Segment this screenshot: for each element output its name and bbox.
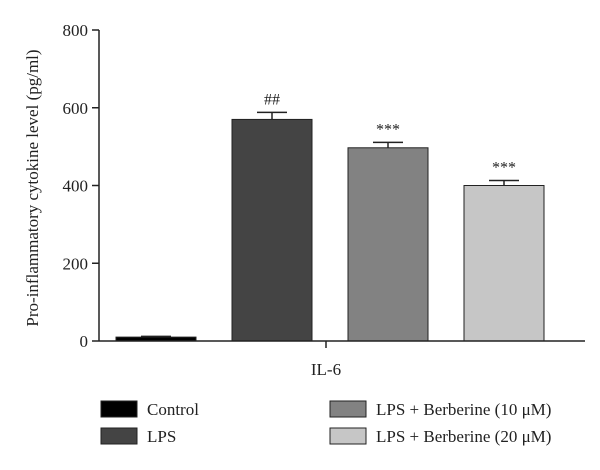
y-axis-title: Pro-inflammatory cytokine level (pg/ml) — [23, 49, 42, 326]
legend-label: LPS + Berberine (20 μM) — [376, 427, 551, 446]
legend: Control LPS LPS + Berberine (10 μM) LPS + B… — [100, 400, 551, 446]
y-axis: 0 200 400 600 800 — [63, 21, 100, 351]
y-tick-label: 800 — [63, 21, 89, 40]
x-axis-title: IL-6 — [311, 360, 341, 379]
significance-label: *** — [492, 159, 516, 176]
bar-4 — [463, 185, 545, 342]
y-tick-label: 0 — [80, 332, 89, 351]
y-tick-label: 400 — [63, 177, 89, 196]
bar-3 — [347, 147, 429, 342]
x-axis — [99, 340, 585, 348]
legend-swatch — [329, 427, 367, 445]
legend-label: LPS — [147, 427, 176, 446]
legend-label: Control — [147, 400, 199, 419]
legend-swatch — [329, 400, 367, 418]
y-tick-label: 200 — [63, 254, 89, 273]
legend-label: LPS + Berberine (10 μM) — [376, 400, 551, 419]
legend-swatch — [100, 427, 138, 445]
legend-swatch — [100, 400, 138, 418]
bars: ## *** *** — [115, 91, 545, 342]
significance-label: *** — [376, 121, 400, 138]
y-tick-label: 600 — [63, 99, 89, 118]
bar-2 — [231, 118, 313, 342]
significance-label: ## — [264, 91, 280, 108]
